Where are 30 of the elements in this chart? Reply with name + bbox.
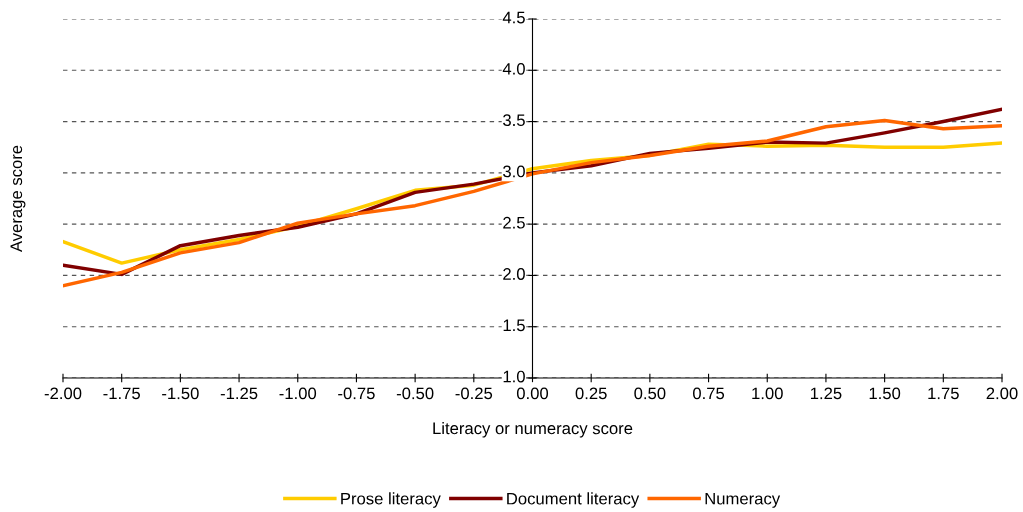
y-tick-label: 1.5 [503,319,525,332]
x-axis-title: Literacy or numeracy score [433,422,633,438]
y-axis-title: Average score [10,145,26,253]
legend-label: Document literacy [507,492,640,508]
x-tick-label: -0.50 [396,387,434,400]
x-tick-label: -1.75 [103,387,140,400]
x-tick-label: 0.00 [516,387,549,400]
x-tick-label: 2.00 [986,387,1018,400]
y-tick-label: 2.5 [503,216,525,229]
x-tick-label: -1.25 [220,387,258,400]
y-tick-label: 4.5 [502,11,525,24]
x-tick-label: 1.50 [869,387,901,400]
y-tick-label: 4.0 [502,62,525,75]
x-tick-label: -1.00 [279,387,317,400]
x-tick-label: -1.50 [162,387,199,400]
y-tick-label: 1.0 [503,370,525,383]
legend-label: Prose literacy [341,492,441,508]
legend-label: Numeracy [705,492,781,508]
x-tick-label: 0.50 [634,387,666,400]
x-tick-label: -0.25 [455,387,493,400]
x-tick-label: -0.75 [338,387,375,400]
y-tick-label: 3.5 [503,114,525,127]
y-tick-label: 3.0 [503,165,525,178]
x-tick-label: -2.00 [44,387,82,400]
x-tick-label: 1.00 [752,387,783,400]
y-tick-label: 2.0 [503,268,525,280]
x-tick-label: 0.25 [575,387,607,400]
x-tick-label: 1.25 [810,387,842,400]
x-tick-label: 1.75 [928,387,959,400]
x-tick-label: 0.75 [693,387,725,400]
